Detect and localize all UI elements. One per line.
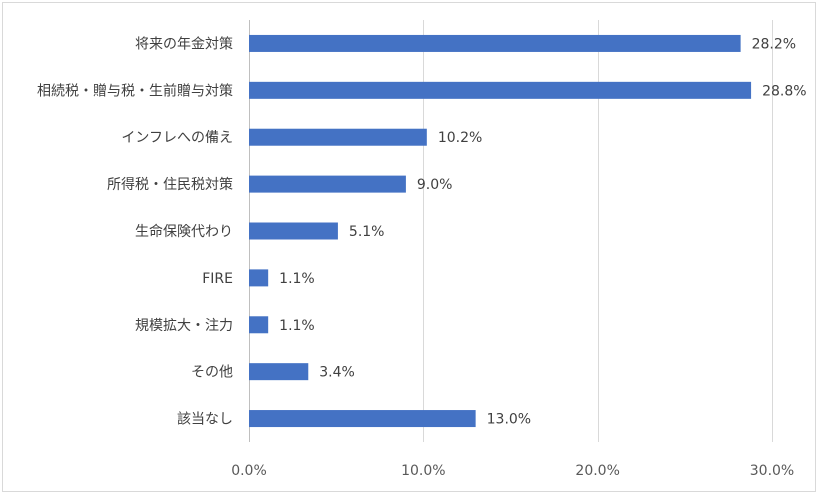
bar — [249, 363, 309, 381]
category-label: 相続税・贈与税・生前贈与対策 — [37, 82, 233, 99]
category-label: 規模拡大・注力 — [135, 318, 233, 334]
data-label: 5.1% — [349, 224, 385, 240]
data-label: 28.2% — [752, 36, 796, 52]
x-tick-label: 30.0% — [750, 463, 794, 479]
category-labels: 将来の年金対策相続税・贈与税・生前贈与対策インフレへの備え所得税・住民税対策生命… — [37, 35, 233, 427]
category-label: その他 — [191, 365, 233, 381]
bar — [249, 222, 338, 240]
bar — [249, 316, 269, 334]
category-label: 所得税・住民税対策 — [107, 176, 233, 193]
value-labels: 28.2% 28.8% 10.2% 9.0% 5.1% 1.1% 1.1% 3.4% 13.0% — [279, 36, 806, 427]
bar — [249, 269, 269, 287]
category-label: 該当なし — [177, 412, 233, 428]
category-label: インフレへの備え — [121, 130, 233, 146]
bar — [249, 175, 406, 193]
data-label: 9.0% — [417, 177, 453, 193]
category-label: 生命保険代わり — [135, 223, 233, 240]
bars — [249, 34, 752, 428]
bar — [249, 34, 741, 52]
data-label: 10.2% — [438, 130, 482, 146]
category-label: 将来の年金対策 — [135, 35, 233, 52]
bar — [249, 410, 476, 428]
data-label: 3.4% — [319, 365, 355, 381]
data-label: 1.1% — [279, 271, 315, 287]
data-label: 1.1% — [279, 318, 315, 334]
x-axis-tick-labels: 0.0% 10.0% 20.0% 30.0% — [231, 463, 794, 479]
bar — [249, 128, 427, 146]
x-tick-label: 20.0% — [575, 463, 619, 479]
x-tick-label: 0.0% — [231, 463, 267, 479]
x-tick-label: 10.0% — [401, 463, 445, 479]
category-label: FIRE — [202, 271, 233, 287]
bar — [249, 81, 752, 99]
data-label: 13.0% — [487, 412, 531, 428]
data-label: 28.8% — [762, 83, 806, 99]
